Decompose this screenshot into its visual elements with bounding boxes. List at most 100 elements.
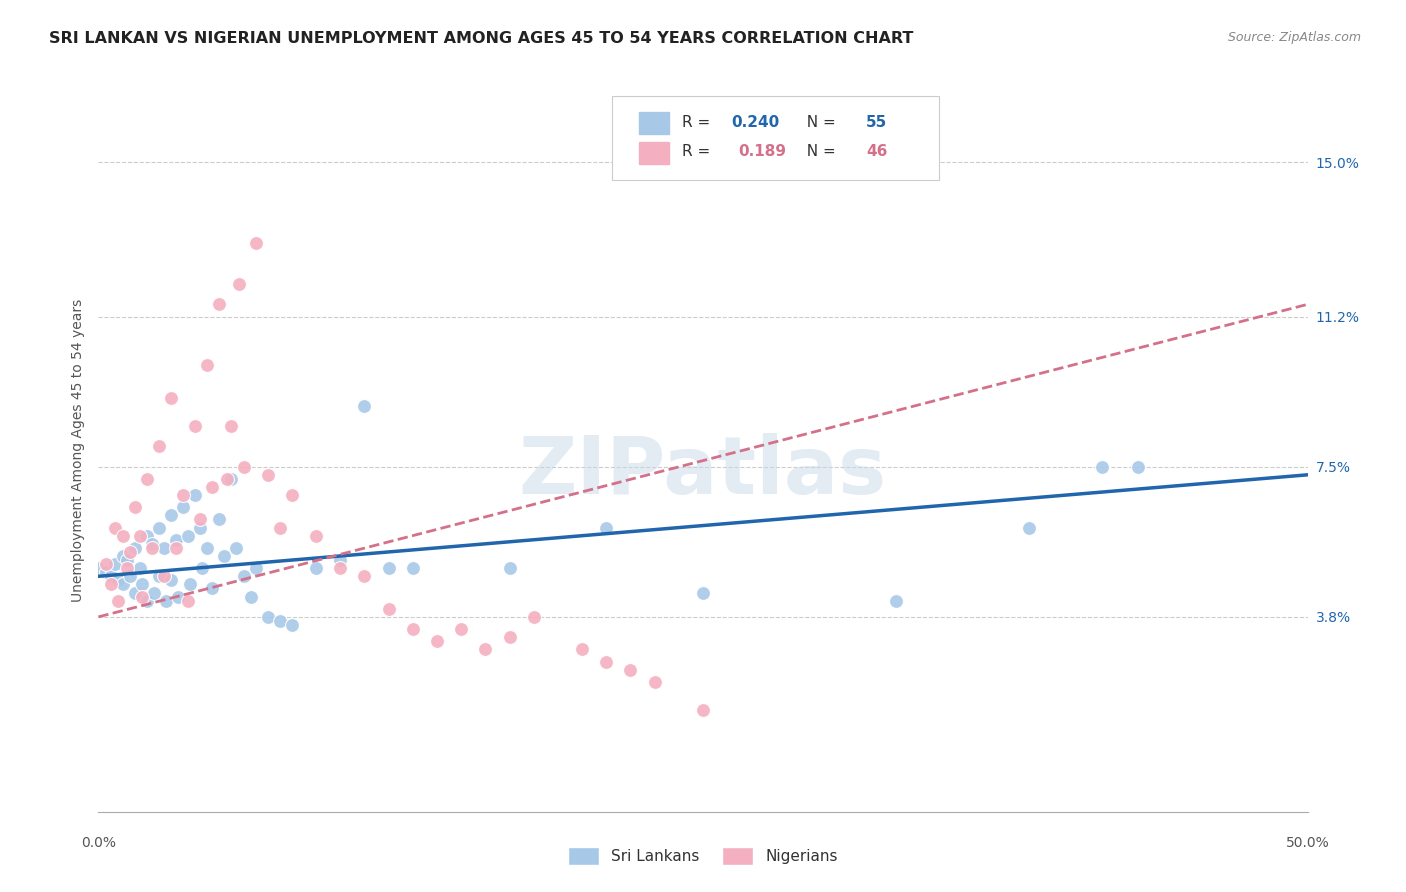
Point (124, 500, 146, 515)
Point (692, 585, 714, 599)
Point (353, 569, 375, 583)
Point (111, 577, 134, 591)
Point (329, 553, 352, 567)
Point (201, 582, 224, 596)
Point (269, 520, 291, 534)
Point (474, 642, 496, 657)
Text: 0.0%: 0.0% (82, 836, 115, 850)
Point (402, 561, 425, 575)
Point (523, 610, 546, 624)
Point (141, 541, 163, 555)
Point (111, 549, 134, 563)
Point (571, 642, 593, 657)
Point (402, 622, 425, 636)
Text: Source: ZipAtlas.com: Source: ZipAtlas.com (1227, 31, 1361, 45)
Point (1018, 520, 1040, 534)
Point (644, 674, 666, 689)
Point (148, 520, 170, 534)
Point (118, 545, 141, 559)
Point (221, 419, 243, 434)
Point (498, 630, 520, 644)
Point (94, 557, 117, 571)
Point (188, 520, 211, 534)
Point (450, 622, 472, 636)
Point (692, 703, 714, 717)
Point (128, 529, 150, 543)
Point (215, 472, 238, 486)
Point (135, 593, 157, 607)
Point (377, 561, 399, 575)
FancyBboxPatch shape (638, 142, 669, 163)
Point (172, 500, 194, 515)
Point (281, 488, 304, 502)
Point (177, 529, 200, 543)
Point (107, 593, 129, 607)
Point (269, 614, 291, 628)
Point (177, 593, 200, 607)
Point (305, 529, 328, 543)
Point (128, 561, 150, 575)
Point (245, 236, 267, 251)
FancyBboxPatch shape (613, 96, 939, 179)
Point (135, 529, 157, 543)
Point (160, 574, 183, 588)
Point (131, 577, 153, 591)
Point (184, 419, 207, 434)
Point (305, 561, 328, 575)
Y-axis label: Unemployment Among Ages 45 to 54 years: Unemployment Among Ages 45 to 54 years (70, 299, 84, 602)
Text: R =: R = (682, 145, 720, 160)
Point (107, 574, 129, 588)
Point (595, 520, 617, 534)
Point (1128, 459, 1150, 474)
Point (188, 512, 211, 526)
Point (195, 541, 218, 555)
Text: 0.189: 0.189 (738, 145, 786, 160)
Point (152, 541, 174, 555)
Point (135, 472, 157, 486)
Point (143, 585, 166, 599)
Point (377, 601, 399, 615)
Text: N =: N = (797, 115, 841, 129)
Point (232, 459, 254, 474)
Text: 55: 55 (866, 115, 887, 129)
Point (426, 634, 449, 648)
Point (191, 561, 214, 575)
Point (148, 439, 170, 453)
Point (111, 529, 134, 543)
Point (117, 561, 139, 575)
Point (232, 569, 254, 583)
Text: 0.240: 0.240 (731, 115, 779, 129)
Point (256, 610, 278, 624)
Point (172, 488, 194, 502)
Point (245, 561, 267, 575)
Point (124, 585, 146, 599)
Point (104, 520, 127, 534)
Point (595, 655, 617, 669)
Point (212, 549, 235, 563)
Point (619, 663, 641, 677)
Point (201, 480, 224, 494)
Point (94, 566, 117, 580)
Point (256, 467, 278, 482)
Point (148, 569, 170, 583)
Point (239, 590, 262, 604)
Point (228, 277, 250, 291)
Point (221, 472, 243, 486)
Point (281, 618, 304, 632)
Point (195, 358, 218, 372)
Point (329, 561, 352, 575)
Point (131, 590, 153, 604)
Legend: Sri Lankans, Nigerians: Sri Lankans, Nigerians (562, 841, 844, 871)
Text: R =: R = (682, 115, 716, 129)
Point (155, 593, 177, 607)
Point (208, 512, 231, 526)
Text: 50.0%: 50.0% (1285, 836, 1330, 850)
Point (152, 569, 174, 583)
Point (118, 569, 141, 583)
Point (208, 297, 231, 311)
Text: 46: 46 (866, 145, 887, 160)
Point (225, 541, 247, 555)
Point (353, 399, 375, 413)
Point (886, 593, 908, 607)
Point (87, 561, 110, 575)
